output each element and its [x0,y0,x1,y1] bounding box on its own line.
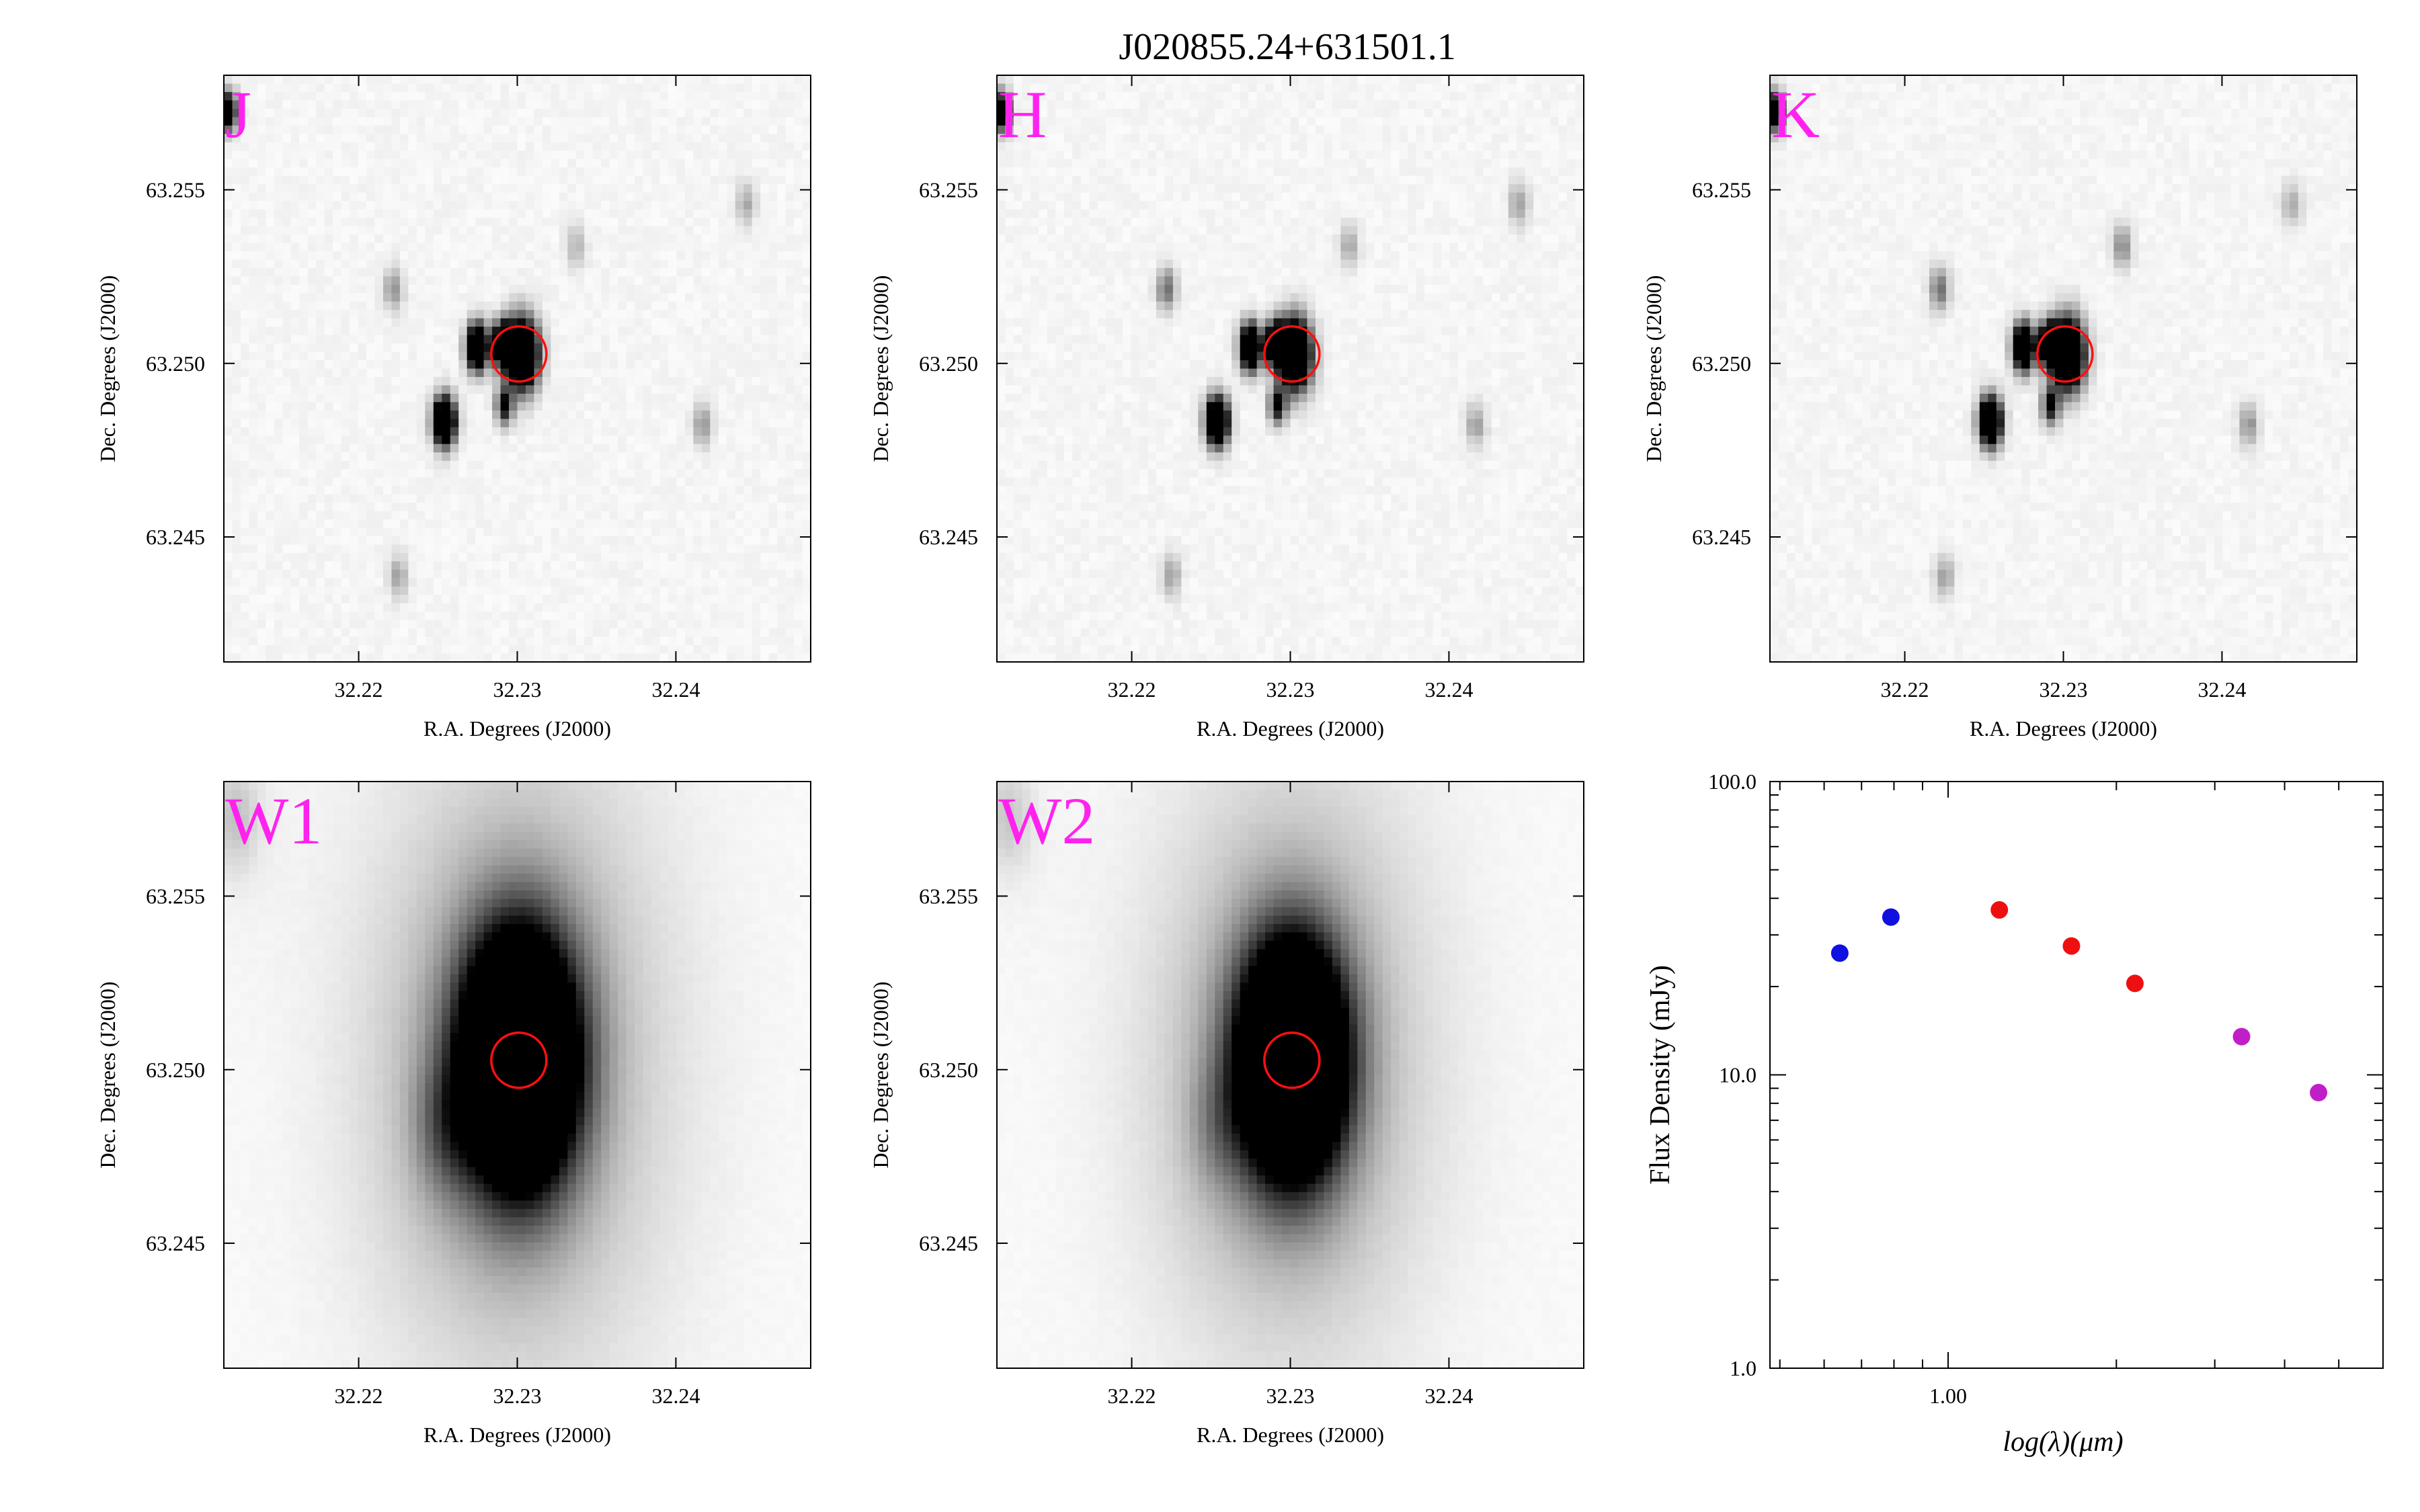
sed-y-tick-label: 100.0 [1708,769,1757,794]
cutout-image-h [997,75,1584,663]
sed-y-tick-label: 1.0 [1730,1356,1757,1380]
x-tick-label: 32.22 [335,1384,383,1408]
band-label-k: K [1771,77,1820,152]
figure-title: J020855.24+631501.1 [1119,26,1455,68]
band-label-w2: W2 [998,784,1095,858]
cutout-panel-w2: 32.22 32.23 32.24 63.255 63.250 63.245 R.A. De… [869,782,1584,1447]
sed-point [2233,1028,2251,1046]
x-tick-label: 32.23 [1266,677,1315,702]
cutout-image-k [1770,75,2357,663]
x-tick-label: 32.24 [1424,1384,1473,1408]
y-axis-label: Dec. Degrees (J2000) [95,275,120,462]
y-axis-label: Dec. Degrees (J2000) [95,981,120,1168]
band-label-w1: W1 [225,784,322,858]
sed-chart: 1.0 10.0 100.0 1.00 log(λ)(μm) Flux Density (… [1645,769,2383,1458]
y-tick-label: 63.250 [146,351,205,376]
band-label-j: J [225,77,251,152]
sed-y-axis-label: Flux Density (mJy) [1645,965,1676,1185]
y-tick-label: 63.245 [146,525,205,549]
y-tick-label: 63.255 [146,177,205,202]
y-tick-label: 63.245 [919,1231,978,1255]
x-axis-label: R.A. Degrees (J2000) [1197,716,1384,741]
x-tick-label: 32.23 [1266,1384,1315,1408]
sed-x-axis-label: log(λ)(μm) [2003,1427,2123,1458]
sed-point [2126,974,2144,992]
cutout-figure: J020855.24+631501.1 32.22 32.23 32.24 63.25… [0,0,2420,1512]
y-axis-label: Dec. Degrees (J2000) [869,275,893,462]
x-axis-label: R.A. Degrees (J2000) [424,1423,611,1447]
y-tick-label: 63.250 [919,1058,978,1082]
x-tick-label: 32.24 [1424,677,1473,702]
sed-y-tick-label: 10.0 [1719,1063,1757,1087]
cutout-image-w1 [224,782,811,1369]
x-axis-label: R.A. Degrees (J2000) [1197,1423,1384,1447]
x-tick-label: 32.24 [651,1384,700,1408]
y-tick-label: 63.245 [919,525,978,549]
y-tick-label: 63.255 [1692,177,1751,202]
x-tick-label: 32.24 [2197,677,2246,702]
cutout-image-j [224,75,811,663]
sed-point [1882,909,1900,926]
y-tick-label: 63.250 [1692,351,1751,376]
x-axis-label: R.A. Degrees (J2000) [1970,716,2157,741]
y-tick-label: 63.245 [146,1231,205,1255]
y-tick-label: 63.255 [919,884,978,908]
x-tick-label: 32.22 [1108,677,1156,702]
sed-point [2062,937,2080,955]
x-tick-label: 32.23 [493,677,542,702]
x-axis-label: R.A. Degrees (J2000) [424,716,611,741]
x-tick-label: 32.24 [651,677,700,702]
x-tick-label: 32.23 [2040,677,2088,702]
cutout-image-w2 [997,782,1584,1369]
x-tick-label: 32.23 [493,1384,542,1408]
sed-frame [1770,782,2383,1368]
cutout-panel-h: 32.22 32.23 32.24 63.255 63.250 63.245 R.A. De… [869,75,1584,741]
x-tick-label: 32.22 [1108,1384,1156,1408]
y-tick-label: 63.255 [146,884,205,908]
band-label-h: H [998,77,1047,152]
cutout-panel-j: 32.22 32.23 32.24 63.255 63.250 63.245 R.A. De… [95,75,811,741]
y-axis-label: Dec. Degrees (J2000) [1642,275,1666,462]
y-axis-label: Dec. Degrees (J2000) [869,981,893,1168]
cutout-panel-k: 32.22 32.23 32.24 63.255 63.250 63.245 R.A. De… [1642,75,2357,741]
y-tick-label: 63.255 [919,177,978,202]
y-tick-label: 63.250 [919,351,978,376]
x-tick-label: 32.22 [1881,677,1929,702]
y-tick-label: 63.245 [1692,525,1751,549]
y-tick-label: 63.250 [146,1058,205,1082]
sed-x-tick-label: 1.00 [1929,1384,1967,1408]
image-panels: 32.22 32.23 32.24 63.255 63.250 63.245 R.A. De… [95,75,2357,1447]
sed-point [1831,944,1849,962]
sed-point [2310,1084,2327,1101]
x-tick-label: 32.22 [335,677,383,702]
sed-point [1990,901,2008,919]
cutout-panel-w1: 32.22 32.23 32.24 63.255 63.250 63.245 R.A. De… [95,782,811,1447]
